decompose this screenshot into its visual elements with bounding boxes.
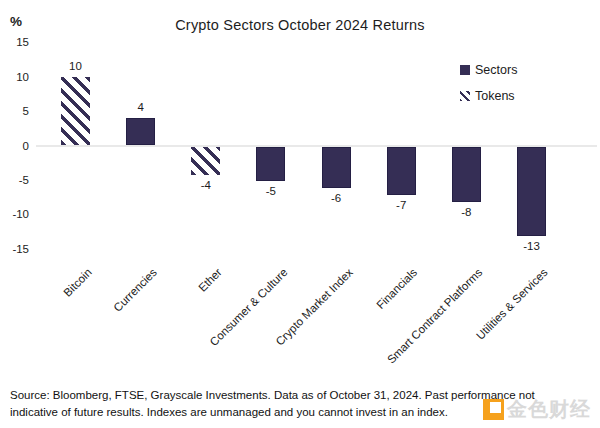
watermark: 金色财经 (483, 396, 591, 423)
bar-value-label-consumer-culture: -5 (251, 185, 291, 198)
x-axis-label-financials: Financials (375, 266, 420, 311)
y-tick-label: -5 (0, 173, 29, 187)
x-axis-label-bitcoin: Bitcoin (61, 266, 94, 299)
y-tick-label: 15 (0, 35, 29, 49)
jinse-finance-logo-icon (483, 399, 504, 420)
legend-item-tokens: Tokens (460, 88, 517, 104)
legend: Sectors Tokens (460, 62, 517, 114)
bar-value-label-crypto-market-index: -6 (316, 192, 356, 205)
bar-value-label-bitcoin: 10 (56, 60, 96, 73)
bar-bitcoin (61, 77, 90, 146)
legend-item-sectors: Sectors (460, 62, 517, 78)
bar-value-label-ether: -4 (186, 179, 226, 192)
bar-crypto-market-index (322, 147, 351, 188)
tokens-hatched-swatch-icon (460, 91, 470, 101)
bar-value-label-smart-contract-platforms: -8 (446, 206, 486, 219)
legend-label-sectors: Sectors (475, 63, 517, 77)
bar-utilities-services (517, 147, 546, 236)
chart-title: Crypto Sectors October 2024 Returns (0, 17, 600, 33)
y-tick-label: 10 (0, 70, 29, 84)
zero-axis-line (36, 145, 597, 147)
x-axis-label-currencies: Currencies (111, 266, 159, 314)
y-tick-label: 5 (0, 104, 29, 118)
bar-ether (191, 147, 220, 175)
watermark-text: 金色财经 (507, 396, 591, 423)
y-tick-label: -15 (0, 242, 29, 256)
y-tick-label: -10 (0, 207, 29, 221)
x-axis-label-utilities-services: Utilities & Services (474, 266, 550, 342)
bar-currencies (126, 118, 155, 146)
bar-financials (387, 147, 416, 195)
bar-value-label-currencies: 4 (121, 101, 161, 114)
chart-canvas: % Crypto Sectors October 2024 Returns 15… (0, 0, 600, 428)
bar-consumer-culture (256, 147, 285, 181)
legend-label-tokens: Tokens (475, 89, 515, 103)
x-axis-label-ether: Ether (196, 266, 224, 294)
sectors-solid-swatch-icon (460, 65, 470, 75)
bar-smart-contract-platforms (452, 147, 481, 202)
bar-value-label-utilities-services: -13 (511, 240, 551, 253)
bar-value-label-financials: -7 (381, 199, 421, 212)
y-tick-label: 0 (0, 139, 29, 153)
